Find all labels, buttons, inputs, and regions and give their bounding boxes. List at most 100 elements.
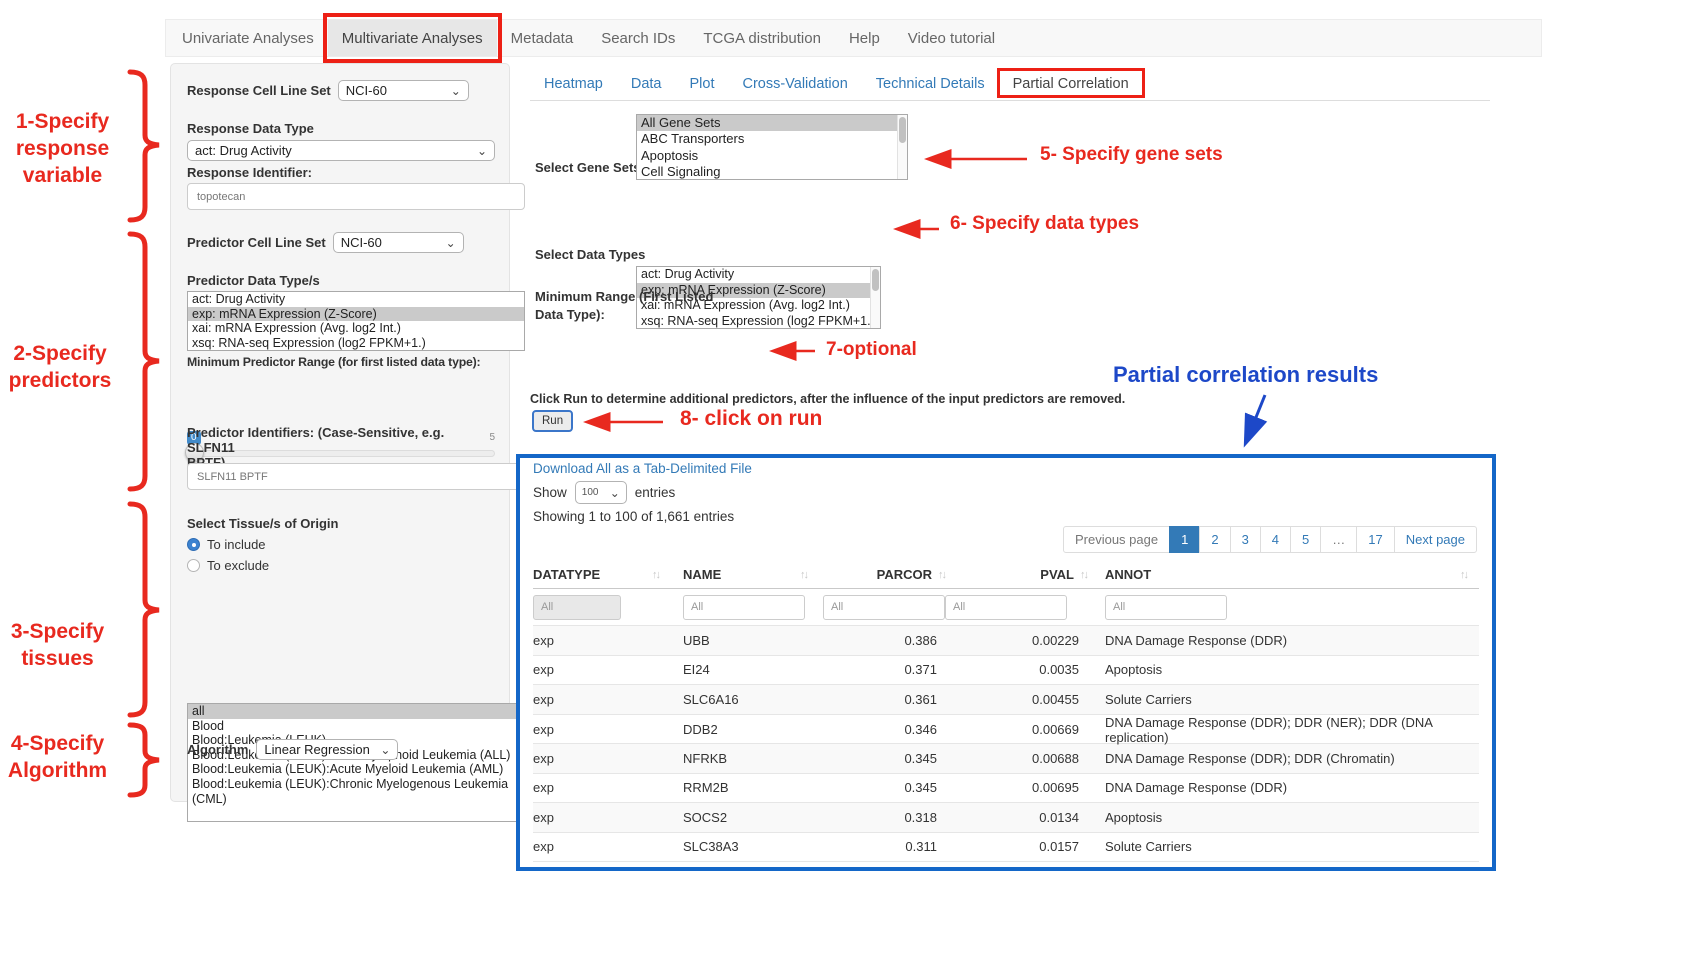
tab-heatmap[interactable]: Heatmap bbox=[530, 68, 617, 100]
cell-name: DDB2 bbox=[683, 722, 823, 737]
chevron-down-icon: ⌄ bbox=[380, 745, 390, 755]
nav-item-help[interactable]: Help bbox=[835, 20, 894, 56]
cell-parcor: 0.345 bbox=[823, 780, 945, 795]
run-button[interactable]: Run bbox=[532, 410, 573, 432]
predictor-data-type-option[interactable]: xsq: RNA-seq Expression (log2 FPKM+1.) bbox=[188, 336, 524, 351]
tissue-list: all Blood Blood:Leukemia (LEUK) Blood:Le… bbox=[187, 703, 525, 822]
cell-annot: Apoptosis bbox=[1087, 810, 1479, 825]
gene-set-option-selected[interactable]: All Gene Sets bbox=[637, 115, 907, 131]
previous-page-button[interactable]: Previous page bbox=[1063, 526, 1170, 553]
radio-unselected-icon bbox=[187, 559, 200, 572]
predictor-identifiers-input[interactable] bbox=[187, 463, 525, 490]
tab-plot[interactable]: Plot bbox=[675, 68, 728, 100]
scrollbar-thumb[interactable] bbox=[872, 269, 879, 291]
tissue-include-radio[interactable]: To include bbox=[187, 537, 495, 552]
tissue-option-selected[interactable]: all bbox=[188, 704, 524, 719]
column-header-pval[interactable]: PVAL↑↓ bbox=[945, 560, 1087, 589]
arrow-gene-sets bbox=[915, 149, 1030, 169]
bracket-step4 bbox=[120, 721, 165, 803]
response-identifier-input[interactable] bbox=[187, 183, 525, 210]
filter-input-datatype[interactable] bbox=[533, 595, 621, 620]
annotation-results-title: Partial correlation results bbox=[1113, 362, 1378, 388]
tissue-option[interactable]: Blood:Leukemia (LEUK):Acute Myeloid Leuk… bbox=[188, 762, 524, 777]
response-cell-line-set-value: NCI-60 bbox=[346, 83, 387, 98]
algorithm-select[interactable]: Linear Regression ⌄ bbox=[256, 739, 398, 760]
page-button-17[interactable]: 17 bbox=[1356, 526, 1394, 553]
filter-input-annot[interactable] bbox=[1105, 595, 1227, 620]
cell-name: SOCS2 bbox=[683, 810, 823, 825]
column-header-datatype[interactable]: DATATYPE↑↓ bbox=[533, 560, 683, 589]
sort-icon[interactable]: ↑↓ bbox=[1080, 569, 1087, 581]
sort-icon[interactable]: ↑↓ bbox=[800, 569, 807, 581]
run-instruction: Click Run to determine additional predic… bbox=[530, 392, 1125, 406]
radio-selected-icon bbox=[187, 538, 200, 551]
tab-partial-correlation[interactable]: Partial Correlation bbox=[999, 68, 1143, 100]
filter-input-name[interactable] bbox=[683, 595, 805, 620]
predictor-cell-line-set-value: NCI-60 bbox=[341, 235, 382, 250]
filter-input-pval[interactable] bbox=[945, 595, 1067, 620]
table-row: exp SLC6A16 0.361 0.00455 Solute Carrier… bbox=[533, 684, 1479, 714]
column-header-name[interactable]: NAME↑↓ bbox=[683, 560, 823, 589]
next-page-button[interactable]: Next page bbox=[1394, 526, 1477, 553]
page-button-4[interactable]: 4 bbox=[1260, 526, 1291, 553]
cell-pval: 0.0134 bbox=[945, 810, 1087, 825]
cell-pval: 0.0035 bbox=[945, 662, 1087, 677]
cell-annot: DNA Damage Response (DDR); DDR (Chromati… bbox=[1087, 751, 1479, 766]
cell-parcor: 0.371 bbox=[823, 662, 945, 677]
nav-item-metadata[interactable]: Metadata bbox=[497, 20, 588, 56]
table-header-row: DATATYPE↑↓ NAME↑↓ PARCOR↑↓ PVAL↑↓ ANNOT↑… bbox=[533, 560, 1479, 589]
pagination: Previous page 1 2 3 4 5 … 17 Next page bbox=[1064, 526, 1477, 553]
annotation-step7: 7-optional bbox=[826, 339, 917, 361]
cell-datatype: exp bbox=[533, 692, 683, 707]
nav-item-search-ids[interactable]: Search IDs bbox=[587, 20, 689, 56]
cell-datatype: exp bbox=[533, 633, 683, 648]
tab-data[interactable]: Data bbox=[617, 68, 676, 100]
tissue-exclude-radio[interactable]: To exclude bbox=[187, 558, 495, 573]
tissue-option[interactable]: Blood:Leukemia (LEUK):Chronic Myelogenou… bbox=[188, 777, 524, 806]
data-type-option[interactable]: act: Drug Activity bbox=[637, 267, 880, 283]
cell-parcor: 0.346 bbox=[823, 722, 945, 737]
sort-icon[interactable]: ↑↓ bbox=[652, 569, 659, 581]
filter-input-parcor[interactable] bbox=[823, 595, 945, 620]
gene-set-option[interactable]: Apoptosis bbox=[637, 148, 907, 164]
cell-datatype: exp bbox=[533, 780, 683, 795]
page-button-2[interactable]: 2 bbox=[1199, 526, 1230, 553]
gene-sets-label: Select Gene Sets bbox=[535, 160, 641, 175]
cell-name: NFRKB bbox=[683, 751, 823, 766]
predictor-cell-line-set-select[interactable]: NCI-60 ⌄ bbox=[333, 232, 464, 253]
entries-per-page-select[interactable]: 100 ⌄ bbox=[575, 481, 627, 504]
annotation-step1: 1-Specifyresponsevariable bbox=[5, 108, 120, 189]
scrollbar-thumb[interactable] bbox=[899, 117, 906, 143]
page-button-5[interactable]: 5 bbox=[1290, 526, 1321, 553]
page-button-3[interactable]: 3 bbox=[1230, 526, 1261, 553]
sort-icon[interactable]: ↑↓ bbox=[938, 569, 945, 581]
column-header-annot[interactable]: ANNOT↑↓ bbox=[1087, 560, 1479, 589]
showing-entries-text: Showing 1 to 100 of 1,661 entries bbox=[533, 509, 734, 524]
cell-datatype: exp bbox=[533, 722, 683, 737]
column-header-parcor[interactable]: PARCOR↑↓ bbox=[823, 560, 945, 589]
predictor-data-type-option[interactable]: xai: mRNA Expression (Avg. log2 Int.) bbox=[188, 321, 524, 336]
response-data-type-select[interactable]: act: Drug Activity ⌄ bbox=[187, 140, 495, 161]
page-button-1[interactable]: 1 bbox=[1169, 526, 1200, 553]
gene-set-option[interactable]: Cell Signaling bbox=[637, 164, 907, 180]
nav-item-multivariate-analyses[interactable]: Multivariate Analyses bbox=[328, 20, 497, 56]
table-row: exp EI24 0.371 0.0035 Apoptosis bbox=[533, 655, 1479, 685]
tab-cross-validation[interactable]: Cross-Validation bbox=[728, 68, 861, 100]
nav-item-tcga-distribution[interactable]: TCGA distribution bbox=[689, 20, 835, 56]
tissue-option[interactable]: Blood bbox=[188, 719, 524, 734]
download-all-link[interactable]: Download All as a Tab-Delimited File bbox=[533, 461, 752, 476]
nav-item-univariate-analyses[interactable]: Univariate Analyses bbox=[168, 20, 328, 56]
tab-technical-details[interactable]: Technical Details bbox=[862, 68, 999, 100]
min-predictor-range-label: Minimum Predictor Range (for first liste… bbox=[187, 355, 495, 369]
annotation-step4: 4-SpecifyAlgorithm bbox=[0, 730, 115, 784]
predictor-data-types-label: Predictor Data Type/s bbox=[187, 273, 495, 288]
sort-icon[interactable]: ↑↓ bbox=[1460, 569, 1467, 581]
bracket-step1 bbox=[120, 68, 165, 225]
nav-item-video-tutorial[interactable]: Video tutorial bbox=[894, 20, 1009, 56]
cell-name: SLC38A3 bbox=[683, 839, 823, 854]
cell-pval: 0.00455 bbox=[945, 692, 1087, 707]
gene-set-option[interactable]: ABC Transporters bbox=[637, 131, 907, 147]
predictor-data-type-option[interactable]: act: Drug Activity bbox=[188, 292, 524, 307]
response-cell-line-set-select[interactable]: NCI-60 ⌄ bbox=[338, 80, 469, 101]
predictor-data-type-option-selected[interactable]: exp: mRNA Expression (Z-Score) bbox=[188, 307, 524, 322]
